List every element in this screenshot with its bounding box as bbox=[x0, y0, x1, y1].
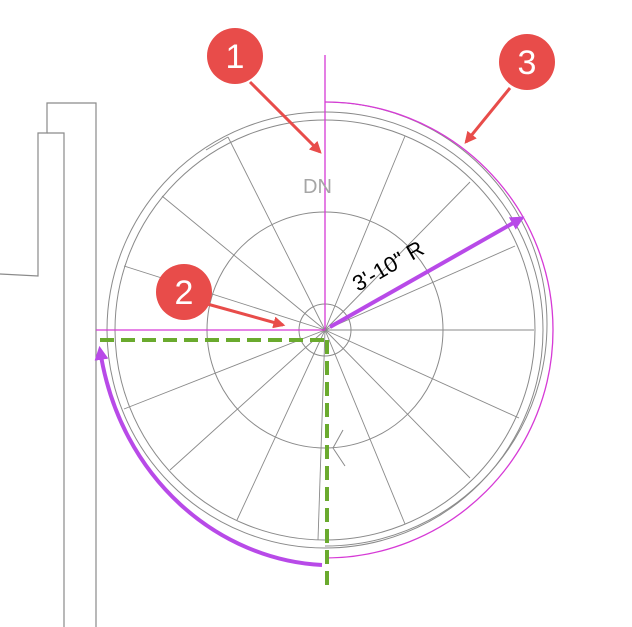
callout-3-number: 3 bbox=[518, 44, 537, 82]
callout-1-number: 1 bbox=[226, 38, 245, 76]
direction-label: DN bbox=[303, 176, 332, 198]
callout-arrows bbox=[199, 80, 512, 329]
radius-arrow bbox=[329, 216, 525, 329]
green-dashed-lines bbox=[100, 338, 329, 592]
magenta-reference-lines bbox=[96, 55, 554, 559]
travel-arc-arrow bbox=[94, 345, 323, 567]
walkline-arrow bbox=[332, 429, 346, 467]
stair-treads bbox=[115, 122, 534, 541]
callout-2-number: 2 bbox=[175, 274, 194, 312]
wall-lines bbox=[0, 102, 97, 627]
callout-3: 3 bbox=[499, 34, 555, 90]
callout-1: 1 bbox=[207, 28, 263, 84]
callout-2: 2 bbox=[156, 264, 212, 320]
